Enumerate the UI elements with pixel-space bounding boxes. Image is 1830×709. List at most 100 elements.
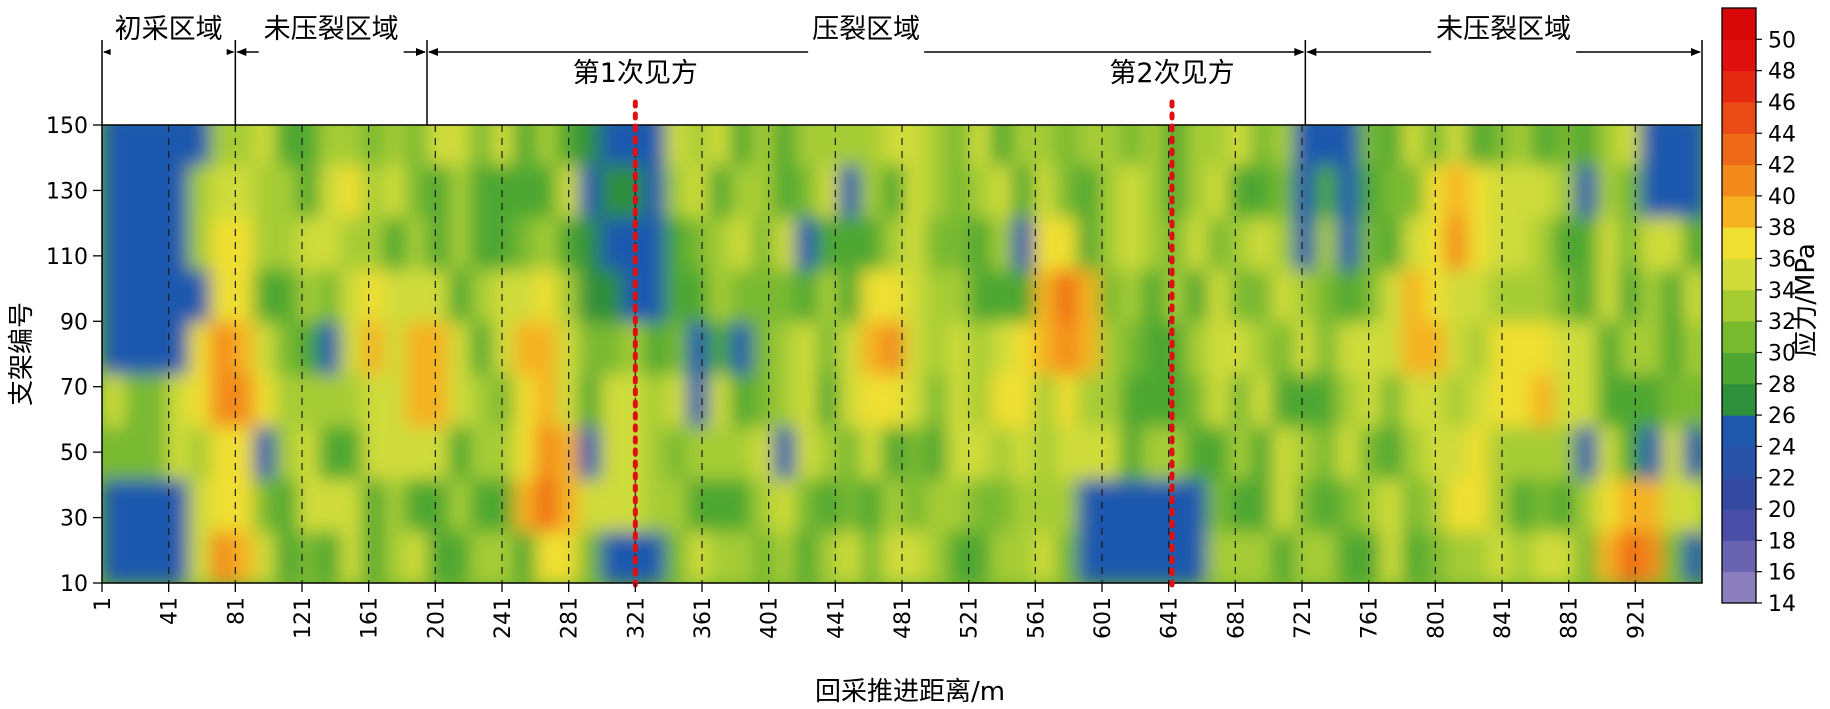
heat-cell bbox=[318, 478, 342, 532]
heat-cell bbox=[1662, 268, 1685, 323]
heat-cell bbox=[470, 426, 493, 480]
heat-cell bbox=[1250, 426, 1273, 480]
heat-cell bbox=[882, 164, 905, 218]
heat-cell bbox=[383, 478, 407, 532]
heat-cell bbox=[622, 216, 645, 270]
colorbar-tick-label: 26 bbox=[1768, 404, 1796, 429]
heat-cell bbox=[123, 125, 147, 166]
x-axis: 1 41 81 121 161 201 241 281 321 361 401 441 481 521 56… bbox=[91, 583, 1649, 639]
heat-cell bbox=[210, 321, 233, 375]
heat-cell bbox=[1098, 426, 1122, 480]
heat-cell bbox=[1597, 426, 1620, 480]
heat-cell bbox=[622, 373, 645, 427]
heat-cell bbox=[405, 164, 428, 218]
heat-cell bbox=[1337, 125, 1360, 166]
heat-cell bbox=[123, 530, 147, 583]
heat-cell bbox=[513, 268, 537, 323]
event-label: 第1次见方 bbox=[573, 58, 698, 89]
heat-cell bbox=[557, 125, 580, 166]
heat-cell bbox=[340, 268, 363, 323]
heat-cell bbox=[167, 268, 190, 323]
x-tick-label: 121 bbox=[291, 597, 316, 639]
heat-cell bbox=[102, 125, 125, 166]
heat-cell bbox=[188, 125, 212, 166]
heat-cell bbox=[773, 426, 797, 480]
heat-cell bbox=[773, 125, 797, 166]
heat-cell bbox=[275, 530, 298, 583]
heat-cell bbox=[968, 530, 992, 583]
heat-cell bbox=[947, 268, 970, 323]
heat-cell bbox=[1402, 321, 1425, 375]
heat-cell bbox=[1120, 268, 1143, 323]
x-tick-label: 841 bbox=[1491, 597, 1516, 639]
colorbar-tick-label: 32 bbox=[1768, 310, 1796, 335]
heat-cell bbox=[1098, 373, 1122, 427]
heat-cell bbox=[383, 426, 407, 480]
colorbar-tick-label: 20 bbox=[1768, 498, 1796, 523]
heat-cell bbox=[1077, 321, 1100, 375]
y-tick-label: 110 bbox=[46, 245, 88, 270]
heat-cell bbox=[1207, 216, 1230, 270]
heat-cell bbox=[1402, 268, 1425, 323]
heat-cell bbox=[1380, 125, 1403, 166]
colorbar-swatch bbox=[1722, 446, 1756, 479]
heat-cell bbox=[1293, 530, 1317, 583]
heat-cell bbox=[665, 268, 688, 323]
heat-cell bbox=[1445, 125, 1468, 166]
heat-cell bbox=[318, 125, 342, 166]
heat-cell bbox=[297, 216, 320, 270]
heat-cell bbox=[752, 426, 775, 480]
heat-cell bbox=[903, 125, 927, 166]
heat-cell bbox=[817, 426, 840, 480]
heat-cell bbox=[1250, 373, 1273, 427]
heat-cell bbox=[1597, 373, 1620, 427]
heat-cell bbox=[1250, 268, 1273, 323]
heat-cell bbox=[210, 426, 233, 480]
heat-cell bbox=[1597, 321, 1620, 375]
y-tick-label: 70 bbox=[60, 376, 88, 401]
heat-cell bbox=[687, 164, 710, 218]
heat-cell bbox=[1445, 321, 1468, 375]
heat-cell bbox=[752, 373, 775, 427]
heat-cell bbox=[1055, 321, 1078, 375]
heat-cell bbox=[275, 125, 298, 166]
heat-cell bbox=[1315, 125, 1338, 166]
region-label-gap bbox=[808, 48, 925, 56]
heat-cell bbox=[1315, 268, 1338, 323]
heat-cell bbox=[968, 164, 992, 218]
heat-cell bbox=[1445, 373, 1468, 427]
heat-cell bbox=[578, 478, 602, 532]
heat-cell bbox=[1402, 426, 1425, 480]
heat-cell bbox=[318, 373, 342, 427]
heat-cell bbox=[1683, 321, 1702, 375]
heat-cell bbox=[1098, 268, 1122, 323]
heat-cell bbox=[340, 125, 363, 166]
heat-cell bbox=[622, 321, 645, 375]
heat-cell bbox=[1012, 373, 1035, 427]
heat-cell bbox=[145, 164, 168, 218]
heat-cell bbox=[838, 125, 862, 166]
heat-cell bbox=[730, 164, 753, 218]
heat-cell bbox=[1553, 268, 1577, 323]
heat-cell bbox=[1553, 216, 1577, 270]
heat-cell bbox=[340, 216, 363, 270]
heat-cell bbox=[1055, 268, 1078, 323]
heat-cell bbox=[188, 321, 212, 375]
region-arrowhead bbox=[1294, 48, 1305, 56]
heat-cell bbox=[297, 530, 320, 583]
heat-cell bbox=[1510, 321, 1533, 375]
heat-cell bbox=[903, 164, 927, 218]
heat-cell bbox=[1532, 125, 1555, 166]
heat-cell bbox=[1618, 373, 1642, 427]
heat-cell bbox=[1098, 530, 1122, 583]
heat-cell bbox=[925, 478, 948, 532]
heat-cell bbox=[1575, 125, 1598, 166]
heat-cell bbox=[1510, 373, 1533, 427]
colorbar-tick-label: 28 bbox=[1768, 373, 1796, 398]
heat-cell bbox=[210, 478, 233, 532]
heat-cell bbox=[1618, 478, 1642, 532]
heat-cell bbox=[795, 216, 818, 270]
heat-cell bbox=[297, 426, 320, 480]
heat-cell bbox=[340, 164, 363, 218]
heat-cell bbox=[882, 478, 905, 532]
